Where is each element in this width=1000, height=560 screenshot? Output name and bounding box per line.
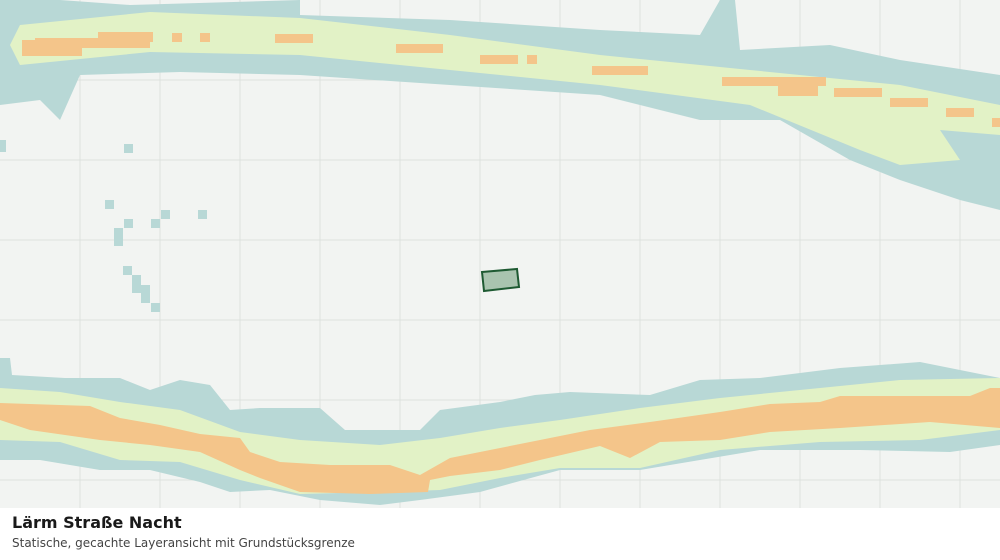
- map-title: Lärm Straße Nacht: [12, 513, 182, 532]
- map: [0, 0, 1000, 508]
- noise-zone-high: [0, 388, 1000, 494]
- noise-zone-mid: [10, 12, 1000, 165]
- legend-footer: Lärm Straße Nacht Statische, gecachte La…: [0, 508, 1000, 560]
- noise-points: [105, 144, 207, 312]
- property-boundary[interactable]: [480, 267, 521, 293]
- noise-zone-high: [22, 32, 1000, 127]
- map-subtitle: Statische, gecachte Layeransicht mit Gru…: [12, 536, 355, 550]
